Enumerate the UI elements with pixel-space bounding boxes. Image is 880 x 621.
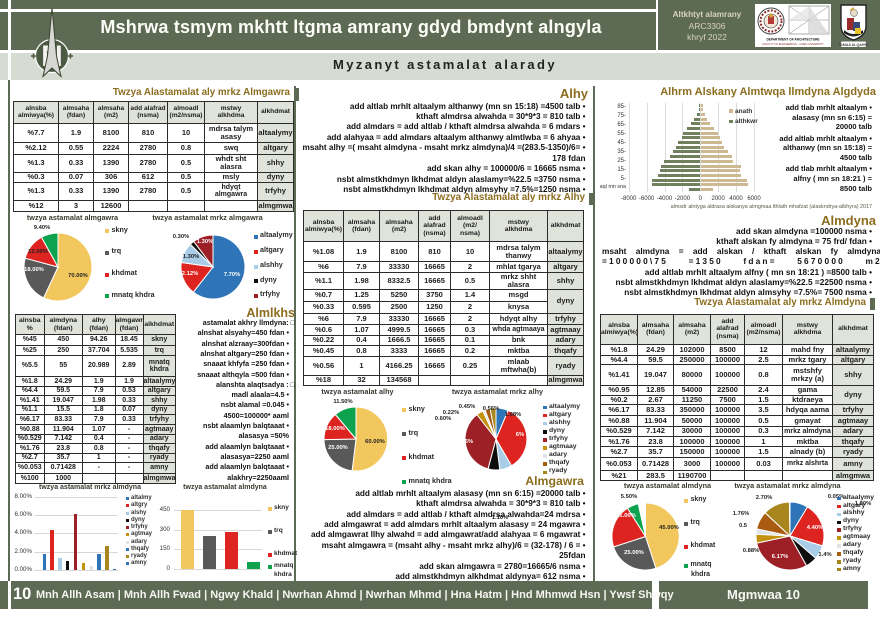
svg-text:FACULTY OF ENGINEERING - CAIRO: FACULTY OF ENGINEERING - CAIRO UNIVERSIT… — [762, 42, 824, 46]
svg-text:GAMAA ALQAHRA: GAMAA ALQAHRA — [839, 43, 868, 47]
svg-text:DEPARTMENT OF ARCHITECTURE: DEPARTMENT OF ARCHITECTURE — [766, 38, 819, 42]
